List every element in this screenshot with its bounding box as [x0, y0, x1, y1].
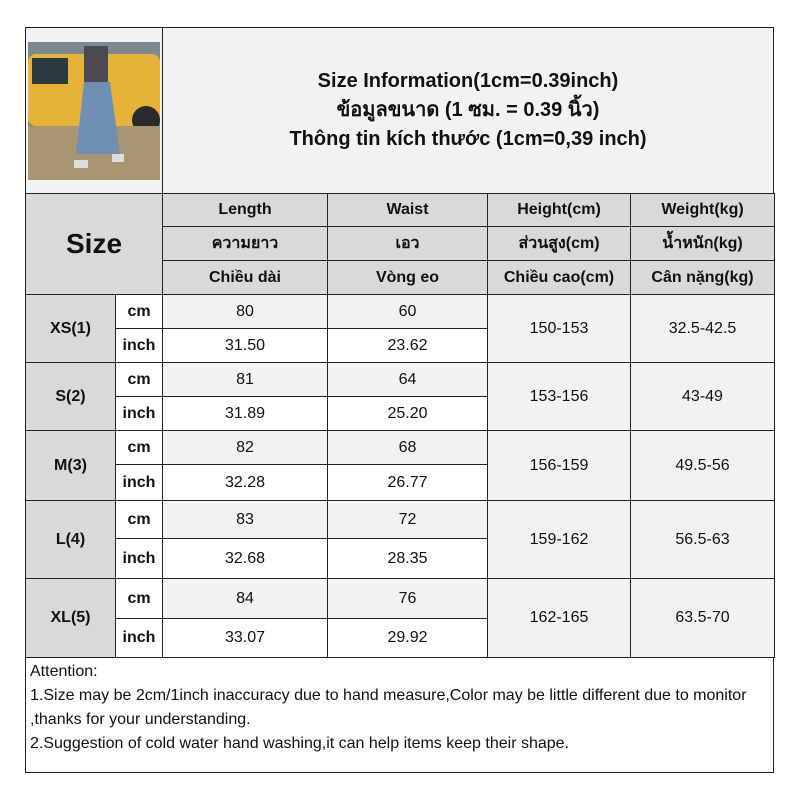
size-label: XS(1): [25, 294, 116, 363]
column-header-vi: Chiều dài: [162, 260, 328, 295]
unit-inch: inch: [115, 328, 163, 363]
length-cm: 81: [162, 362, 328, 397]
length-inch: 33.07: [162, 618, 328, 658]
weight-range: 56.5-63: [630, 500, 775, 579]
column-header-th: เอว: [327, 226, 488, 261]
height-range: 162-165: [487, 578, 631, 658]
waist-cm: 72: [327, 500, 488, 539]
column-header-en: Waist: [327, 193, 488, 227]
length-inch: 32.28: [162, 464, 328, 501]
size-header: Size: [25, 193, 163, 295]
waist-inch: 25.20: [327, 396, 488, 431]
unit-cm: cm: [115, 362, 163, 397]
product-photo-cell: [25, 27, 163, 194]
notes-heading: Attention:: [30, 663, 98, 680]
column-header-th: ส่วนสูง(cm): [487, 226, 631, 261]
waist-cm: 64: [327, 362, 488, 397]
weight-range: 63.5-70: [630, 578, 775, 658]
product-photo: [28, 41, 160, 180]
size-info-title: Size Information(1cm=0.39inch) ข้อมูลขนา…: [162, 27, 774, 194]
column-header-th: น้ำหนัก(kg): [630, 226, 775, 261]
waist-inch: 29.92: [327, 618, 488, 658]
unit-inch: inch: [115, 618, 163, 658]
height-range: 156-159: [487, 430, 631, 501]
column-header-th: ความยาว: [162, 226, 328, 261]
weight-range: 43-49: [630, 362, 775, 431]
length-inch: 32.68: [162, 538, 328, 579]
column-header-en: Weight(kg): [630, 193, 775, 227]
unit-cm: cm: [115, 500, 163, 539]
size-label: XL(5): [25, 578, 116, 658]
weight-range: 49.5-56: [630, 430, 775, 501]
length-cm: 82: [162, 430, 328, 465]
length-cm: 80: [162, 294, 328, 329]
waist-cm: 60: [327, 294, 488, 329]
length-inch: 31.50: [162, 328, 328, 363]
column-header-vi: Chiều cao(cm): [487, 260, 631, 295]
attention-notes: Attention: 1.Size may be 2cm/1inch inacc…: [25, 657, 774, 773]
waist-inch: 23.62: [327, 328, 488, 363]
unit-inch: inch: [115, 464, 163, 501]
unit-inch: inch: [115, 396, 163, 431]
title-th: ข้อมูลขนาด (1 ซม. = 0.39 นิ้ว): [336, 99, 600, 121]
size-label: M(3): [25, 430, 116, 501]
note-2: 2.Suggestion of cold water hand washing,…: [30, 735, 569, 752]
length-cm: 83: [162, 500, 328, 539]
size-label: S(2): [25, 362, 116, 431]
unit-cm: cm: [115, 578, 163, 619]
column-header-vi: Cân nặng(kg): [630, 260, 775, 295]
length-inch: 31.89: [162, 396, 328, 431]
length-cm: 84: [162, 578, 328, 619]
note-1: 1.Size may be 2cm/1inch inaccuracy due t…: [30, 687, 747, 728]
column-header-vi: Vòng eo: [327, 260, 488, 295]
waist-cm: 68: [327, 430, 488, 465]
waist-inch: 28.35: [327, 538, 488, 579]
column-header-en: Height(cm): [487, 193, 631, 227]
column-header-en: Length: [162, 193, 328, 227]
unit-inch: inch: [115, 538, 163, 579]
waist-inch: 26.77: [327, 464, 488, 501]
height-range: 159-162: [487, 500, 631, 579]
size-label: L(4): [25, 500, 116, 579]
height-range: 150-153: [487, 294, 631, 363]
unit-cm: cm: [115, 294, 163, 329]
weight-range: 32.5-42.5: [630, 294, 775, 363]
height-range: 153-156: [487, 362, 631, 431]
title-vi: Thông tin kích thước (1cm=0,39 inch): [289, 128, 647, 150]
unit-cm: cm: [115, 430, 163, 465]
waist-cm: 76: [327, 578, 488, 619]
title-en: Size Information(1cm=0.39inch): [317, 70, 619, 92]
